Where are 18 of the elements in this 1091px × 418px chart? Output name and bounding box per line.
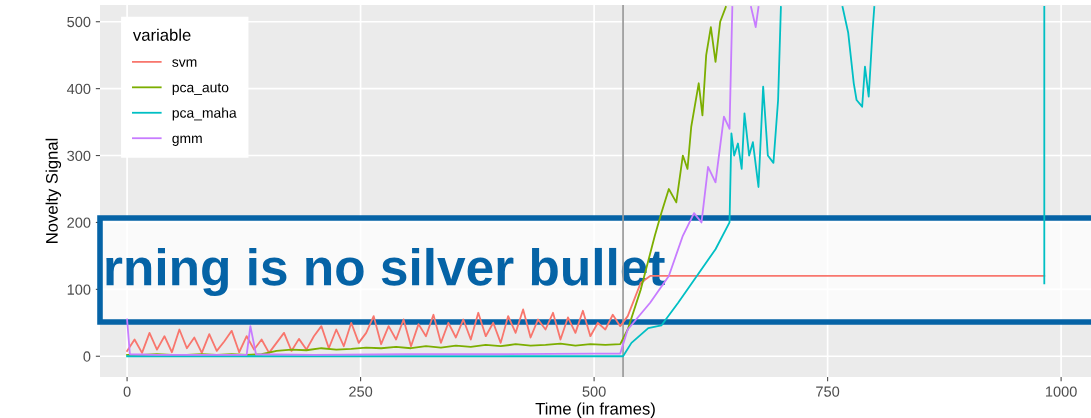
y-tick-label: 400 (66, 83, 91, 95)
x-tick-label: 500 (582, 386, 606, 397)
x-axis-title: Time (in frames) (535, 402, 655, 418)
y-tick-label: 0 (83, 351, 91, 362)
y-tick-label: 500 (67, 16, 91, 28)
legend-title: variable (132, 28, 191, 41)
y-tick-label: 300 (67, 150, 91, 161)
legend-label: gmm (172, 135, 202, 146)
y-tick-label: 200 (67, 217, 91, 228)
x-tick-label: 250 (349, 386, 373, 397)
legend-label: pca_auto (172, 83, 229, 96)
x-tick-label: 0 (123, 386, 131, 397)
y-tick-label: 100 (67, 284, 91, 295)
x-tick-label: 1000 (1046, 386, 1077, 397)
legend-label: pca_maha (172, 107, 237, 121)
x-tick-label: 750 (816, 386, 840, 397)
y-axis-title: Novelty Signal (45, 138, 62, 243)
legend-label: svm (172, 59, 197, 67)
